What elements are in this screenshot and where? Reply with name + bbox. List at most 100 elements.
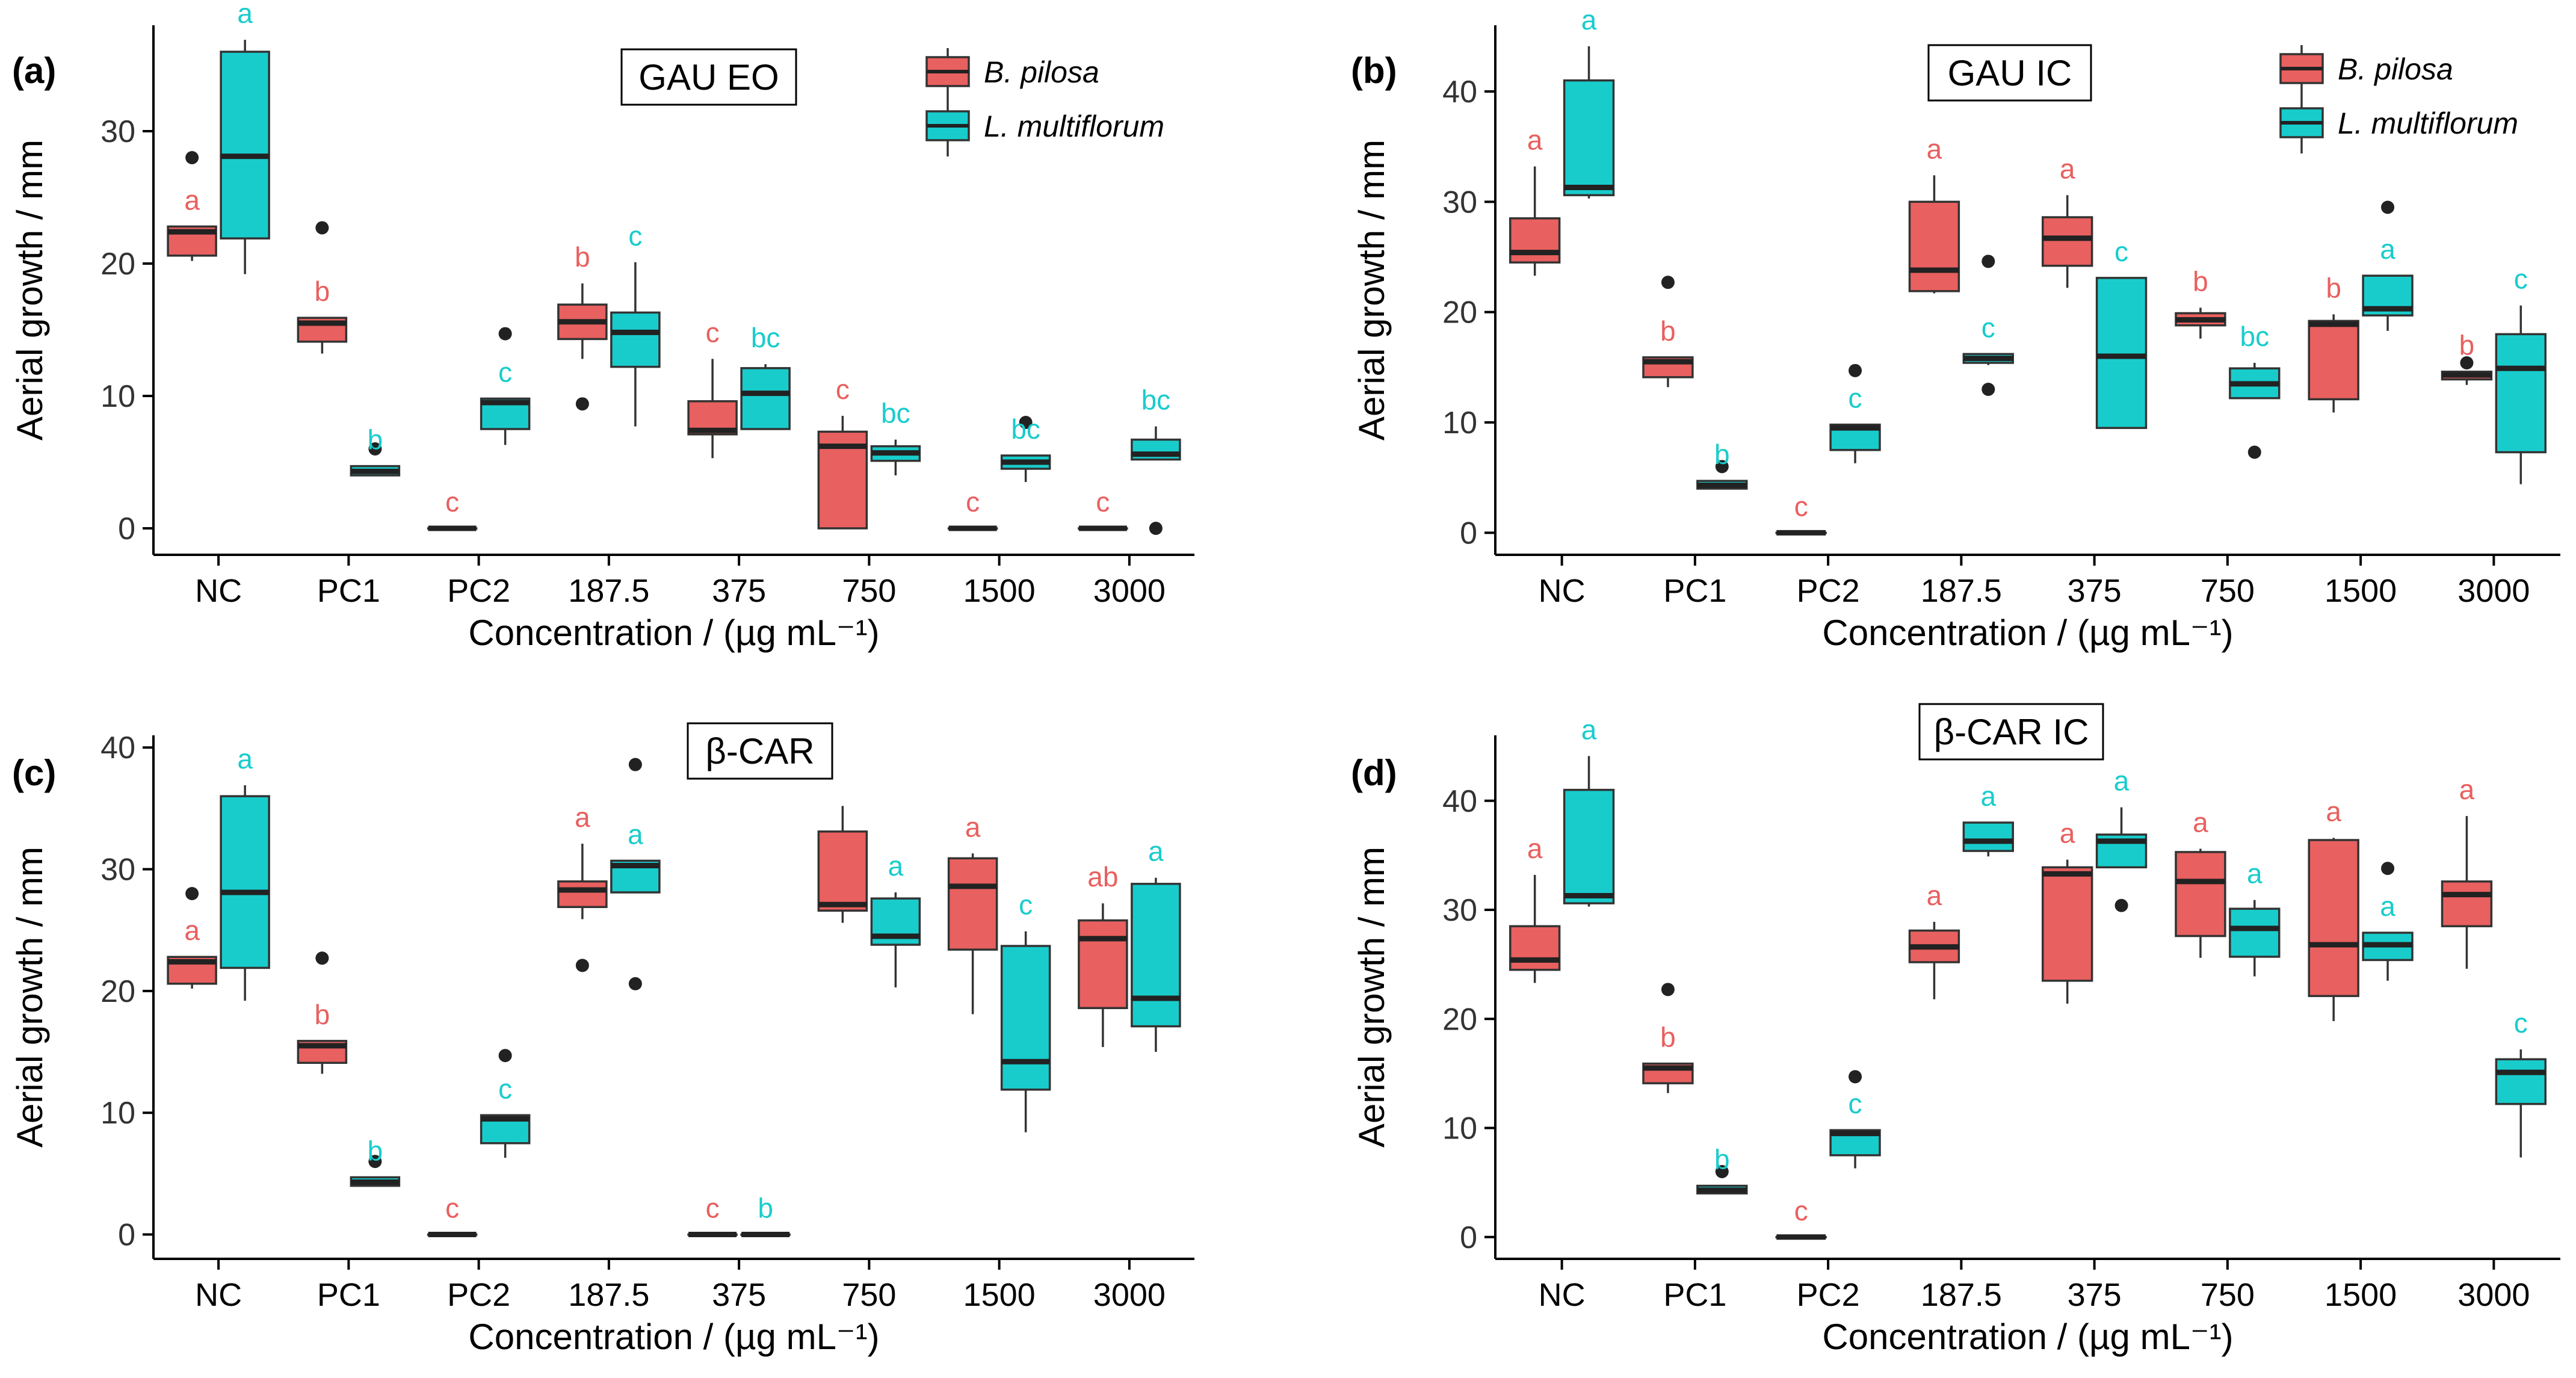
x-tick-label: PC2: [1797, 1277, 1860, 1313]
box-body: [2229, 907, 2281, 958]
outlier-point: [1149, 522, 1163, 535]
x-tick-label: 375: [2068, 1277, 2122, 1313]
box-body: [2495, 333, 2547, 454]
outlier-point: [2381, 200, 2395, 214]
y-tick-label: 20: [1442, 295, 1477, 330]
box-lm-3000: c: [2495, 1007, 2547, 1158]
legend: B. pilosa L. multiflorum: [2279, 45, 2518, 153]
significance-letter: bc: [751, 322, 780, 353]
y-tick-label: 10: [1442, 1111, 1477, 1146]
legend-label: B. pilosa: [984, 55, 1099, 89]
y-tick-label: 10: [100, 1096, 135, 1131]
box-body: [557, 880, 608, 909]
significance-letter: a: [2326, 796, 2341, 827]
legend-label: L. multiflorum: [984, 110, 1164, 143]
box-lm-1500: c: [1000, 889, 1051, 1132]
y-tick-label: 0: [1460, 516, 1477, 551]
box-lm-750: a: [870, 850, 921, 987]
box-bp-PC1: b: [1642, 276, 1694, 388]
box-lm-NC: a: [220, 743, 270, 1001]
outlier-point: [1019, 416, 1033, 429]
y-tick-label: 20: [1442, 1002, 1477, 1037]
significance-letter: c: [1849, 1088, 1862, 1119]
significance-letter: b: [575, 241, 590, 273]
significance-letter: b: [1660, 315, 1676, 347]
box-bp-PC1: b: [1642, 983, 1694, 1093]
box-bp-750: [817, 806, 868, 923]
box-lm-187.5: a: [1962, 780, 2014, 857]
box-body: [1509, 217, 1561, 264]
significance-letter: c: [1096, 486, 1110, 518]
box-body: [1000, 945, 1051, 1091]
y-tick-label: 30: [100, 114, 135, 149]
significance-letter: a: [2380, 891, 2395, 922]
panel-title-box: [1918, 703, 2104, 761]
significance-letter: a: [184, 915, 200, 946]
significance-letter: c: [706, 317, 720, 348]
box-bp-187.5: a: [557, 802, 608, 972]
outlier-point: [575, 397, 589, 411]
outlier-point: [2460, 356, 2474, 369]
box-bp-3000: ab: [1078, 861, 1128, 1047]
box-lm-375: a: [2095, 765, 2148, 912]
box-body: [1509, 925, 1561, 971]
x-tick-label: 750: [842, 573, 896, 609]
x-tick-label: 375: [2068, 573, 2122, 609]
panel-title: β-CAR IC: [1934, 712, 2089, 752]
y-tick-label: 0: [1460, 1220, 1477, 1255]
box-bp-PC1: b: [297, 221, 348, 354]
x-tick-label: 187.5: [1921, 573, 2002, 609]
box-body: [1908, 200, 1960, 292]
panel-title: GAU IC: [1948, 53, 2072, 93]
x-tick-label: 1500: [963, 1277, 1036, 1313]
x-tick-label: 3000: [2457, 1277, 2530, 1313]
panel-title-box: [687, 722, 833, 780]
outlier-point: [185, 887, 199, 901]
significance-letter: b: [2193, 265, 2208, 297]
box-bp-3000: c: [1078, 486, 1128, 531]
x-tick-label: 1500: [2324, 1277, 2397, 1313]
x-tick-label: 375: [712, 573, 766, 609]
box-lm-375: bc: [740, 322, 791, 430]
significance-letter: b: [368, 1135, 383, 1166]
x-tick-label: 1500: [963, 573, 1036, 609]
box-lm-187.5: a: [610, 758, 661, 990]
x-axis-title: Concentration / (µg mL⁻¹): [1822, 613, 2233, 653]
panel-label: (b): [1351, 51, 1397, 91]
box-body: [1563, 79, 1615, 197]
significance-letter: b: [1714, 1144, 1730, 1175]
box-lm-NC: a: [1563, 714, 1615, 907]
outlier-point: [628, 758, 642, 771]
x-axis-title: Concentration / (µg mL⁻¹): [468, 1317, 879, 1357]
significance-letter: c: [1849, 383, 1862, 414]
y-tick-label: 20: [100, 247, 135, 282]
box-body: [2308, 839, 2359, 997]
box-lm-PC1: b: [1696, 1144, 1748, 1194]
box-bp-PC2: c: [427, 1193, 478, 1238]
outlier-point: [1981, 255, 1995, 268]
significance-letter: a: [237, 0, 253, 29]
x-tick-label: 187.5: [1921, 1277, 2002, 1313]
significance-letter: bc: [1011, 413, 1040, 445]
significance-letter: a: [628, 818, 643, 850]
x-tick-label: PC2: [1797, 573, 1860, 609]
box-bp-375: a: [2042, 153, 2093, 288]
box-lm-PC2: c: [480, 327, 531, 445]
panel-label: (d): [1351, 753, 1397, 793]
box-lm-1500: a: [2362, 200, 2414, 331]
significance-letter: b: [1714, 439, 1730, 470]
legend: B. pilosa L. multiflorum: [925, 48, 1164, 156]
panel-d: 0 10 20 30 40 NC PC1 PC2 187.5 375 750 1500 3000 Conc…: [1351, 703, 2560, 1357]
significance-letter: c: [445, 1193, 459, 1224]
box-body: [2495, 1058, 2547, 1105]
outlier-point: [1661, 276, 1675, 289]
legend-label: L. multiflorum: [2338, 107, 2518, 140]
box-body: [2175, 851, 2226, 938]
significance-letter: c: [498, 1073, 512, 1104]
y-axis-title: Aerial growth / mm: [10, 847, 50, 1148]
box-bp-1500: b: [2308, 272, 2359, 413]
x-tick-label: NC: [195, 573, 242, 609]
significance-letter: a: [2459, 774, 2475, 805]
y-tick-label: 20: [100, 974, 135, 1009]
